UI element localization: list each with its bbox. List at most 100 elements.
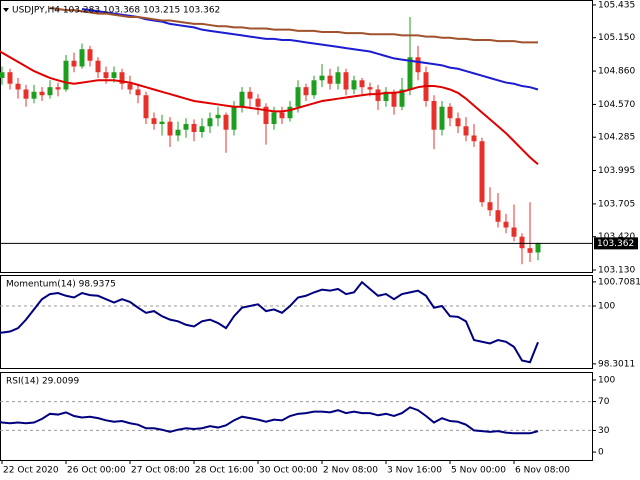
candle-body bbox=[207, 118, 213, 127]
candle-body bbox=[503, 221, 509, 228]
candle-body bbox=[367, 87, 373, 90]
current-price-label: 103.362 bbox=[597, 239, 634, 249]
y-tick-label: 98.3011 bbox=[598, 359, 635, 369]
candle-body bbox=[215, 114, 221, 119]
moving-average bbox=[0, 50, 539, 165]
y-tick-label: 105.435 bbox=[598, 0, 635, 10]
indicator-title: RSI(14) 29.0099 bbox=[6, 377, 79, 387]
y-tick-label: 103.420 bbox=[598, 232, 635, 242]
candle-body bbox=[231, 106, 237, 130]
candle-body bbox=[535, 243, 541, 253]
candle-body bbox=[127, 83, 133, 90]
candle-body bbox=[343, 72, 349, 90]
candle-body bbox=[527, 248, 533, 253]
candle-body bbox=[0, 72, 5, 78]
candle-body bbox=[239, 91, 245, 107]
candle-body bbox=[511, 227, 517, 237]
y-tick-label: 104.570 bbox=[598, 100, 635, 110]
x-tick-label: 26 Oct 00:00 bbox=[67, 466, 126, 476]
x-tick-label: 30 Oct 00:00 bbox=[259, 466, 318, 476]
candle-body bbox=[519, 236, 525, 249]
candle-body bbox=[319, 75, 325, 81]
candle-body bbox=[399, 89, 405, 107]
y-tick-label: 30 bbox=[598, 426, 610, 436]
candle-body bbox=[23, 89, 29, 99]
candle-body bbox=[463, 126, 469, 136]
candle-body bbox=[287, 106, 293, 119]
candle-body bbox=[167, 121, 173, 136]
candle-body bbox=[487, 202, 493, 211]
candle-body bbox=[103, 72, 109, 78]
candle-body bbox=[311, 80, 317, 96]
candle-body bbox=[55, 87, 61, 90]
moving-average bbox=[49, 6, 538, 44]
candle-body bbox=[359, 80, 365, 88]
y-tick-label: 70 bbox=[598, 397, 610, 407]
y-tick-label: 104.860 bbox=[598, 67, 635, 77]
y-tick-label: 103.995 bbox=[598, 166, 635, 176]
candle-body bbox=[471, 135, 477, 142]
candle-body bbox=[439, 106, 445, 130]
y-tick-label: 104.285 bbox=[598, 133, 635, 143]
x-tick-label: 28 Oct 16:00 bbox=[195, 466, 254, 476]
panel-frame bbox=[0, 372, 593, 461]
candle-body bbox=[455, 118, 461, 127]
candle-body bbox=[375, 89, 381, 101]
candle-body bbox=[191, 123, 197, 133]
candle-body bbox=[39, 91, 45, 96]
plot-area bbox=[0, 280, 539, 364]
candle-body bbox=[263, 106, 269, 124]
candle-body bbox=[391, 91, 397, 107]
plot-area bbox=[0, 406, 539, 435]
candle-body bbox=[223, 114, 229, 130]
x-tick-label: 5 Nov 00:00 bbox=[451, 466, 506, 476]
y-tick-label: 105.150 bbox=[598, 33, 635, 43]
candle-body bbox=[279, 112, 285, 119]
candle-body bbox=[143, 95, 149, 119]
candle-body bbox=[183, 123, 189, 130]
y-tick-label: 103.130 bbox=[598, 266, 635, 276]
candle-body bbox=[71, 60, 77, 67]
candle-body bbox=[87, 49, 93, 61]
candle-body bbox=[119, 72, 125, 84]
y-tick-label: 103.705 bbox=[598, 199, 635, 209]
candle-body bbox=[63, 60, 69, 90]
candle-body bbox=[135, 89, 141, 96]
candle-body bbox=[415, 57, 421, 73]
x-tick-label: 6 Nov 08:00 bbox=[515, 466, 570, 476]
indicator-title: Momentum(14) 98.9375 bbox=[6, 280, 116, 290]
candle-body bbox=[159, 121, 165, 124]
y-tick-label: 0 bbox=[598, 448, 604, 458]
candle-body bbox=[447, 106, 453, 119]
candle-body bbox=[327, 75, 333, 84]
candle-body bbox=[271, 112, 277, 124]
candle-body bbox=[351, 80, 357, 90]
current-price-tag bbox=[594, 237, 638, 250]
title-arrow bbox=[3, 8, 9, 12]
candle-body bbox=[407, 57, 413, 90]
candle-body bbox=[151, 118, 157, 124]
candle-body bbox=[7, 72, 13, 84]
candle-body bbox=[175, 129, 181, 136]
x-tick-label: 2 Nov 08:00 bbox=[323, 466, 378, 476]
candle-body bbox=[95, 60, 101, 73]
candle-body bbox=[495, 210, 501, 222]
candle-body bbox=[47, 87, 53, 96]
candle-body bbox=[303, 87, 309, 96]
candle-body bbox=[15, 83, 21, 90]
chart-title: USDJPY,H4 103.283 103.368 103.215 103.36… bbox=[12, 6, 220, 16]
candle-body bbox=[431, 100, 437, 130]
candle-body bbox=[295, 87, 301, 107]
candle-body bbox=[383, 91, 389, 101]
y-tick-label: 100.7081 bbox=[598, 277, 640, 287]
panel-frame bbox=[0, 0, 593, 273]
indicator-line bbox=[0, 280, 539, 364]
candle-body bbox=[255, 98, 261, 107]
x-tick-label: 3 Nov 16:00 bbox=[387, 466, 442, 476]
candle-body bbox=[31, 91, 37, 99]
candle-body bbox=[247, 91, 253, 99]
candle-body bbox=[335, 72, 341, 84]
candle-body bbox=[199, 126, 205, 133]
